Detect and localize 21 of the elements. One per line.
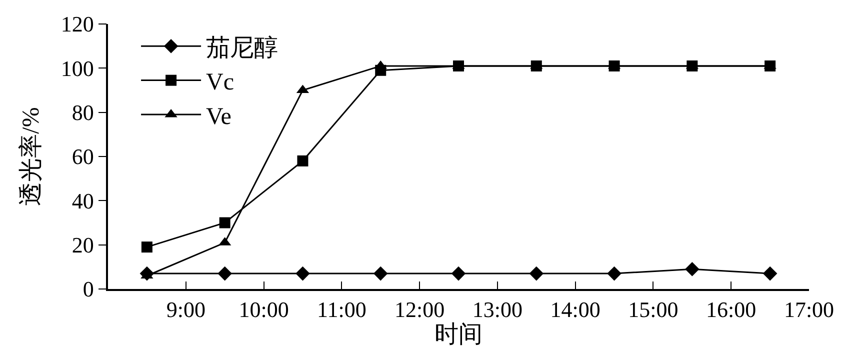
x-tick-label: 9:00 [166,297,206,322]
y-tick-label: 0 [82,276,94,302]
legend-label: 茄尼醇 [206,34,278,62]
y-tick-label: 100 [60,56,94,81]
x-tick-label: 16:00 [706,297,756,322]
legend-label: Ve [206,104,232,130]
x-tick-label: 17:00 [784,297,834,322]
x-tick-label: 15:00 [628,297,678,322]
x-axis-title: 时间 [434,322,482,348]
x-tick-label: 12:00 [394,297,445,322]
x-tick-label: 14:00 [550,297,600,322]
y-tick-label: 120 [60,12,94,37]
x-tick-label: 13:00 [472,297,523,322]
legend-label: Vc [206,70,234,96]
y-tick-label: 60 [72,144,94,170]
x-tick-label: 11:00 [317,297,366,322]
y-axis-title: 透光率/% [17,107,44,206]
y-tick-label: 20 [72,232,94,258]
x-tick-label: 10:00 [238,297,289,322]
y-tick-label: 80 [72,100,94,126]
y-tick-label: 40 [72,188,94,214]
